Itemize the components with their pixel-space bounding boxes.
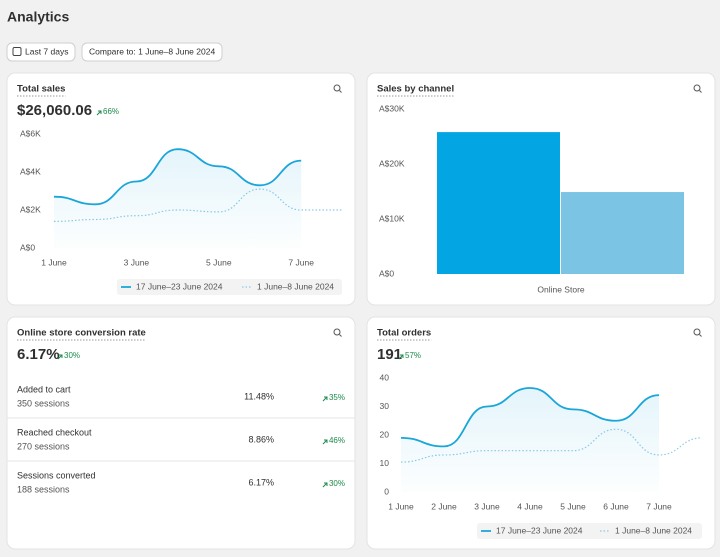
up-arrow — [322, 482, 328, 488]
up-arrow — [322, 439, 328, 445]
card-title: Total sales — [17, 84, 65, 95]
legend-label: 17 June–23 June 2024 — [496, 525, 583, 535]
period-label[interactable]: Last 7 days — [25, 46, 68, 56]
row-rate: 6.17% — [248, 477, 274, 487]
legend-label: 17 June–23 June 2024 — [136, 281, 223, 291]
explore-icon[interactable] — [693, 328, 701, 336]
kpi-change: 30% — [64, 351, 80, 360]
kpi-change: 57% — [405, 351, 421, 360]
row-change: 35% — [329, 393, 345, 402]
explore-icon[interactable] — [333, 328, 341, 336]
card-title: Total orders — [377, 328, 431, 339]
legend-label: 1 June–8 June 2024 — [615, 525, 692, 535]
y-tick-label: 40 — [380, 372, 390, 382]
explore-icon — [699, 334, 702, 337]
bar — [437, 132, 560, 274]
legend — [477, 523, 702, 539]
legend-label: 1 June–8 June 2024 — [257, 281, 334, 291]
y-tick-label: A$0 — [20, 242, 35, 252]
x-tick-label: Online Store — [537, 284, 585, 294]
explore-icon[interactable] — [333, 84, 341, 92]
up-arrow — [57, 354, 63, 360]
kpi-change: 66% — [103, 107, 119, 116]
kpi-value: 6.17% — [17, 346, 60, 363]
y-tick-label: A$6K — [20, 128, 41, 138]
x-tick-label: 3 June — [474, 501, 500, 511]
series-line — [53, 148, 302, 206]
row-change: 46% — [329, 436, 345, 445]
y-tick-label: 0 — [384, 486, 389, 496]
row-rate: 8.86% — [248, 434, 274, 444]
explore-icon[interactable] — [693, 84, 701, 92]
x-tick-label: 1 June — [388, 501, 414, 511]
row-rate: 11.48% — [244, 391, 274, 401]
y-tick-label: 20 — [380, 429, 390, 439]
x-tick-label: 5 June — [206, 257, 232, 267]
explore-icon — [339, 90, 342, 93]
x-tick-label: 6 June — [603, 501, 629, 511]
area — [401, 387, 659, 492]
y-tick-label: A$30K — [379, 103, 405, 113]
kpi-value: $26,060.06 — [17, 102, 92, 119]
x-tick-label: 5 June — [560, 501, 586, 511]
up-arrow — [96, 110, 102, 116]
series-line — [400, 387, 660, 448]
row-change: 30% — [329, 479, 345, 488]
card-title: Sales by channel — [377, 84, 454, 95]
up-arrow — [398, 354, 404, 360]
explore-icon — [699, 90, 702, 93]
row-label: Reached checkout — [17, 427, 92, 437]
x-tick-label: 4 June — [517, 501, 543, 511]
calendar-icon — [12, 47, 22, 56]
x-tick-label: 2 June — [431, 501, 457, 511]
kpi-value: 191 — [377, 346, 402, 363]
row-sessions: 270 sessions — [17, 441, 70, 451]
y-tick-label: A$20K — [379, 158, 405, 168]
row-label: Sessions converted — [17, 470, 96, 480]
card-title: Online store conversion rate — [17, 328, 146, 339]
period-button[interactable] — [6, 42, 76, 62]
up-arrow — [322, 396, 328, 402]
y-tick-label: A$0 — [379, 268, 394, 278]
compare-label[interactable]: Compare to: 1 June–8 June 2024 — [89, 46, 215, 56]
row-label: Added to cart — [17, 384, 71, 394]
y-tick-label: A$2K — [20, 204, 41, 214]
card — [6, 316, 356, 550]
compare-button[interactable] — [81, 42, 223, 62]
y-tick-label: 10 — [380, 458, 390, 468]
x-tick-label: 7 June — [288, 257, 314, 267]
area — [54, 149, 302, 248]
page-title: Analytics — [7, 9, 69, 25]
y-tick-label: A$4K — [20, 166, 41, 176]
bar — [561, 192, 684, 274]
legend — [117, 279, 342, 295]
x-tick-label: 7 June — [646, 501, 672, 511]
row-sessions: 350 sessions — [17, 398, 70, 408]
x-tick-label: 3 June — [124, 257, 150, 267]
y-tick-label: A$10K — [379, 213, 405, 223]
x-tick-label: 1 June — [41, 257, 67, 267]
row-sessions: 188 sessions — [17, 484, 70, 494]
explore-icon — [339, 334, 342, 337]
y-tick-label: 30 — [380, 401, 390, 411]
